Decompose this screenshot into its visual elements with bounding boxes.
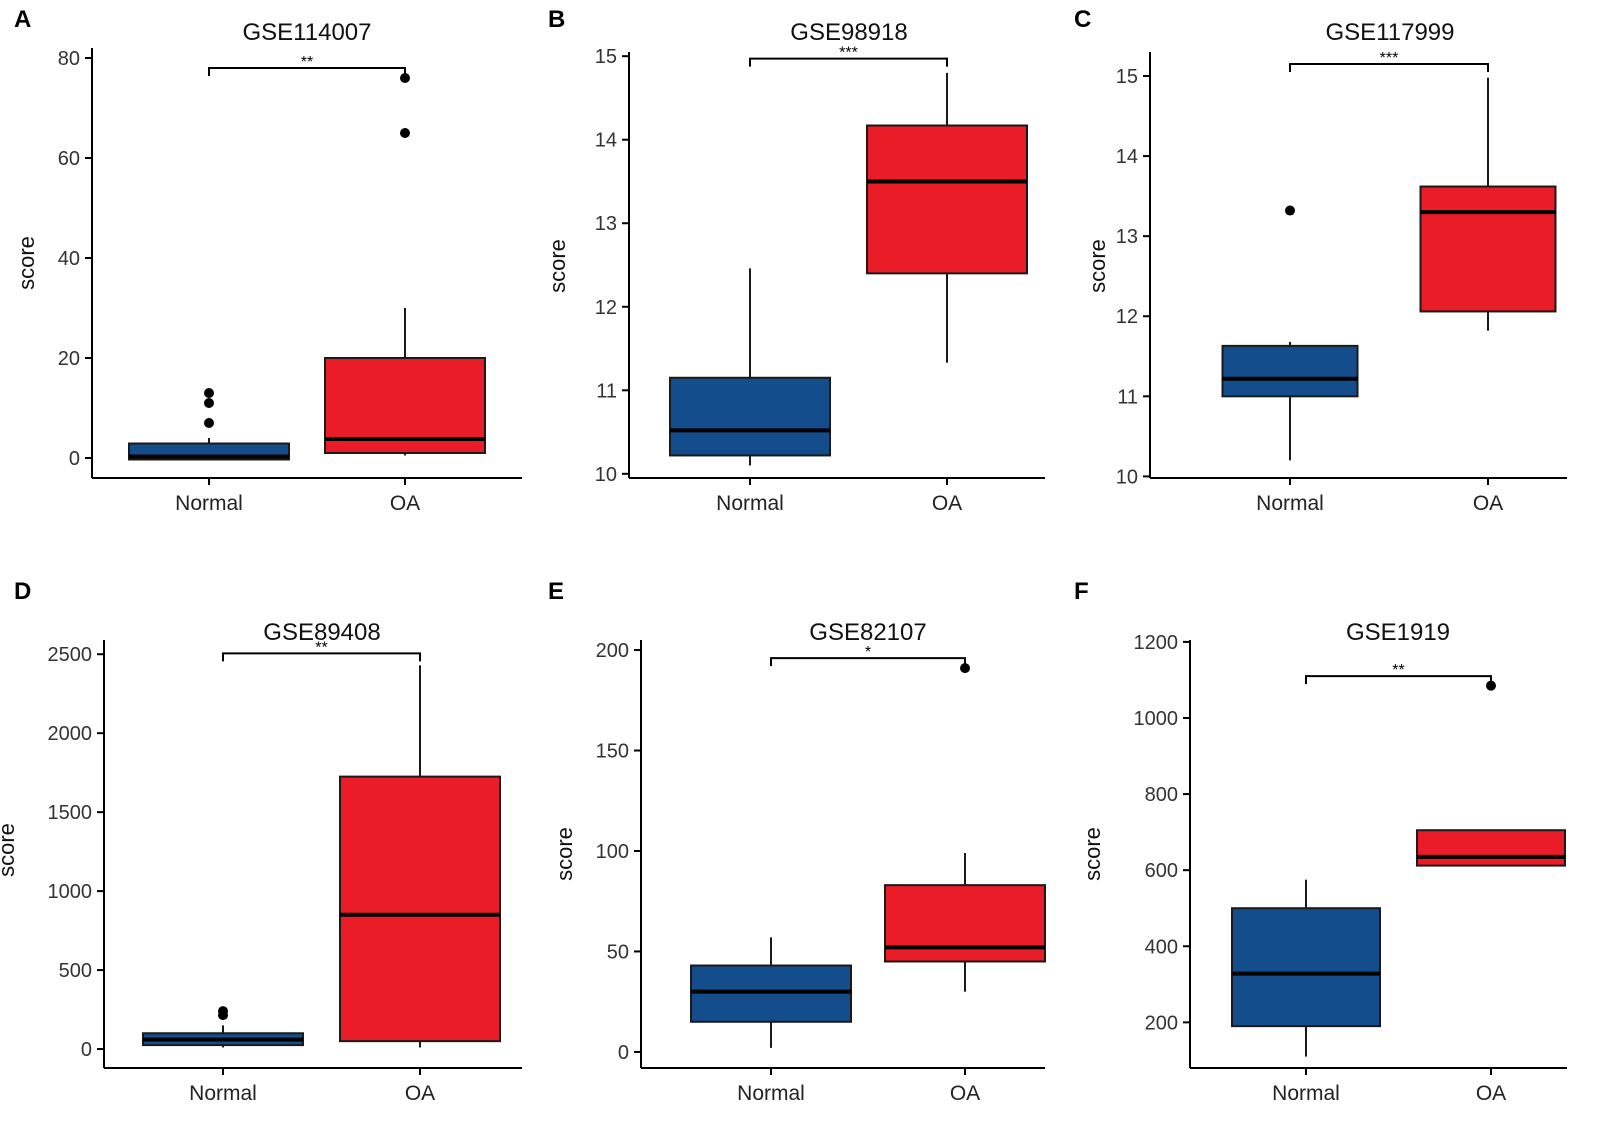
panel-d-significance-bracket	[222, 652, 421, 662]
panel-e-xtick-label-oa: OA	[950, 1082, 980, 1105]
panel-a-xtick-label-oa: OA	[390, 492, 420, 515]
panel-f-box-oa	[1416, 829, 1566, 867]
panel-d-ylabel: score	[0, 823, 19, 877]
panel-c-ytick-label: 15	[1116, 66, 1138, 88]
panel-c-ytick-label: 12	[1116, 306, 1138, 328]
panel-b-box-oa	[866, 124, 1028, 275]
panel-f-title: GSE1919	[1346, 619, 1450, 646]
panel-f-ytick-label: 200	[1145, 1012, 1178, 1034]
panel-letter-c: C	[1074, 6, 1092, 33]
panel-b-significance-bracket	[749, 57, 948, 67]
panel-c-significance-label: ***	[1380, 50, 1399, 67]
panel-f-ytick-label: 800	[1145, 784, 1178, 806]
panel-c-xtick-label-oa: OA	[1473, 492, 1503, 515]
panel-letter-f: F	[1074, 578, 1089, 605]
panel-c-ytick-label: 10	[1116, 466, 1138, 488]
panel-f-ylabel: score	[1080, 827, 1105, 881]
panel-c-outlier-normal	[1285, 205, 1295, 216]
panel-f-outlier-oa	[1486, 680, 1496, 691]
panel-c-ytick-label: 11	[1117, 386, 1138, 408]
panel-b-xtick-label-oa: OA	[932, 492, 962, 515]
panel-f-significance-label: **	[1392, 662, 1404, 679]
panel-a-significance-bracket	[208, 67, 406, 76]
panel-b-ytick-label: 10	[595, 464, 617, 486]
panel-b-ylabel: score	[545, 239, 570, 293]
panel-a-outlier-normal	[204, 388, 214, 398]
panel-e-significance-bracket	[770, 657, 966, 667]
panel-c-box-normal	[1221, 344, 1359, 398]
panel-e-significance-label: *	[865, 644, 871, 661]
panel-e-title: GSE82107	[809, 619, 926, 646]
panel-letter-e: E	[548, 578, 565, 605]
panel-a-ytick-label: 20	[58, 348, 80, 370]
panel-d-xtick-label-normal: Normal	[189, 1082, 257, 1105]
panel-d-outlier-normal	[218, 1006, 228, 1017]
panel-e-ytick-label: 0	[618, 1042, 629, 1064]
panel-b-box-normal	[669, 376, 831, 457]
panel-c-box-oa	[1419, 185, 1557, 313]
panel-b-title: GSE98918	[790, 19, 907, 46]
panel-d-box-oa	[339, 775, 501, 1043]
panel-d-ytick-label: 500	[59, 960, 92, 982]
panel-b-ytick-label: 11	[596, 380, 617, 402]
panel-a-outlier-normal	[204, 418, 214, 428]
panel-c-xtick-label-normal: Normal	[1256, 492, 1324, 515]
panel-e-xtick-label-normal: Normal	[737, 1082, 805, 1105]
panel-f-xtick-label-normal: Normal	[1272, 1082, 1340, 1105]
panel-f-ytick-label: 1200	[1134, 632, 1179, 654]
panel-e-ytick-label: 150	[596, 741, 629, 763]
panel-letter-a: A	[14, 6, 32, 33]
panel-f-box-normal	[1231, 907, 1381, 1028]
panel-b-xtick-label-normal: Normal	[716, 492, 784, 515]
panel-f-xtick-label-oa: OA	[1476, 1082, 1506, 1105]
panel-a-ytick-label: 40	[58, 248, 80, 270]
panel-e-box-normal	[690, 964, 852, 1023]
panel-d-ytick-label: 1500	[48, 802, 93, 824]
panel-c-ytick-label: 14	[1116, 146, 1138, 168]
panel-b-ytick-label: 15	[595, 46, 617, 68]
panel-d-ytick-label: 2000	[48, 723, 93, 745]
panel-b-ytick-label: 14	[595, 130, 617, 152]
panel-c-title: GSE117999	[1326, 19, 1455, 46]
panel-f-ytick-label: 1000	[1134, 708, 1179, 730]
panel-a-ylabel: score	[14, 236, 39, 290]
panel-letter-d: D	[14, 578, 32, 605]
panel-c-ylabel: score	[1085, 239, 1110, 293]
panel-letter-b: B	[548, 6, 566, 33]
panel-b-ytick-label: 12	[595, 297, 617, 319]
panel-a-title: GSE114007	[243, 19, 372, 46]
panel-a-outlier-normal	[204, 398, 214, 408]
panel-e-outlier-oa	[960, 663, 970, 674]
panel-b-ytick-label: 13	[595, 213, 617, 235]
panel-e-ytick-label: 50	[607, 941, 629, 963]
panel-d-title: GSE89408	[263, 619, 380, 646]
panel-b-significance-label: ***	[839, 45, 858, 62]
panel-d-ytick-label: 1000	[48, 881, 93, 903]
panel-a-ytick-label: 60	[58, 148, 80, 170]
panel-c-ytick-label: 13	[1116, 226, 1138, 248]
panel-a-significance-label: **	[301, 54, 313, 71]
panel-a-ytick-label: 80	[58, 48, 80, 70]
panel-d-significance-label: **	[315, 639, 327, 656]
panel-d-ytick-label: 2500	[48, 644, 93, 666]
panel-a-xtick-label-normal: Normal	[175, 492, 243, 515]
panel-e-ylabel: score	[552, 827, 577, 881]
panel-e-box-oa	[884, 884, 1046, 963]
panel-e-ytick-label: 200	[596, 640, 629, 662]
panel-e-ytick-label: 100	[596, 841, 629, 863]
panel-a-ytick-label: 0	[69, 448, 80, 470]
panel-d-ytick-label: 0	[81, 1039, 92, 1061]
panel-d-xtick-label-oa: OA	[405, 1082, 435, 1105]
panel-f-ytick-label: 600	[1145, 860, 1178, 882]
panel-a-outlier-oa	[400, 73, 410, 83]
panel-f-ytick-label: 400	[1145, 936, 1178, 958]
panel-f-significance-bracket	[1305, 675, 1492, 685]
panel-a-outlier-oa	[400, 128, 410, 138]
panel-c-significance-bracket	[1289, 63, 1489, 73]
